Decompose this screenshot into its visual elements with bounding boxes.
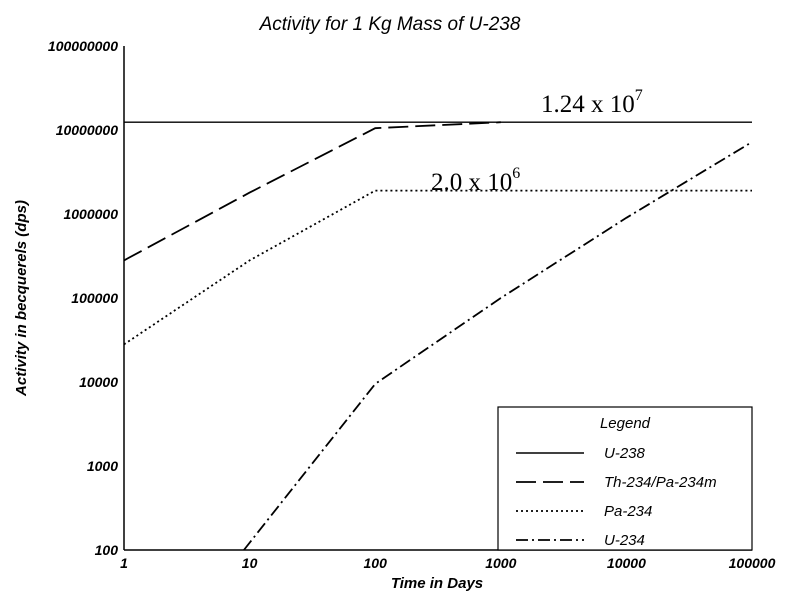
legend-label-u-238: U-238 bbox=[604, 445, 646, 462]
x-tick-label: 10000 bbox=[607, 555, 646, 571]
series-line-th-234-pa-234m bbox=[123, 121, 501, 262]
y-tick-label: 10000 bbox=[79, 374, 118, 390]
y-tick-label: 1000000 bbox=[63, 206, 118, 222]
x-tick-labels: 1 10 100 1000 10000 100000 bbox=[120, 555, 775, 571]
annotation-pa234-activity: 2.0 x 106 bbox=[431, 165, 520, 196]
series-group bbox=[123, 121, 753, 551]
x-tick-label: 1 bbox=[120, 555, 128, 571]
legend: Legend U-238 Th-234/Pa-234m Pa-234 U-234 bbox=[497, 406, 753, 551]
y-tick-label: 10000000 bbox=[56, 122, 119, 138]
chart-title: Activity for 1 Kg Mass of U-238 bbox=[259, 14, 521, 35]
x-tick-label: 1000 bbox=[485, 555, 516, 571]
annotation-u238-exponent: 7 bbox=[635, 87, 643, 104]
x-tick-label: 100 bbox=[364, 555, 388, 571]
legend-title: Legend bbox=[600, 415, 651, 432]
y-tick-label: 100 bbox=[95, 542, 119, 558]
annotation-u238-activity: 1.24 x 107 bbox=[541, 87, 643, 118]
legend-label-u-234: U-234 bbox=[604, 532, 645, 549]
y-tick-label: 100000 bbox=[71, 290, 118, 306]
y-axis-label: Activity in becquerels (dps) bbox=[13, 200, 30, 397]
series-line-pa-234 bbox=[123, 189, 752, 346]
series-line-u-234 bbox=[243, 141, 753, 551]
y-tick-labels: 100 1000 10000 100000 1000000 10000000 1000000… bbox=[48, 38, 118, 558]
legend-label-pa-234: Pa-234 bbox=[604, 503, 652, 520]
legend-box bbox=[497, 406, 753, 551]
x-tick-label: 10 bbox=[242, 555, 258, 571]
annotation-pa234-base: 2.0 x 10 bbox=[431, 169, 512, 196]
legend-items: U-238 Th-234/Pa-234m Pa-234 U-234 bbox=[516, 445, 717, 549]
legend-label-th-234-pa-234m: Th-234/Pa-234m bbox=[604, 474, 717, 491]
x-axis-label: Time in Days bbox=[391, 575, 483, 592]
annotation-pa234-exponent: 6 bbox=[512, 165, 520, 182]
y-tick-label: 1000 bbox=[87, 458, 118, 474]
annotation-u238-base: 1.24 x 10 bbox=[541, 91, 635, 118]
x-tick-label: 100000 bbox=[729, 555, 776, 571]
y-tick-label: 100000000 bbox=[48, 38, 118, 54]
